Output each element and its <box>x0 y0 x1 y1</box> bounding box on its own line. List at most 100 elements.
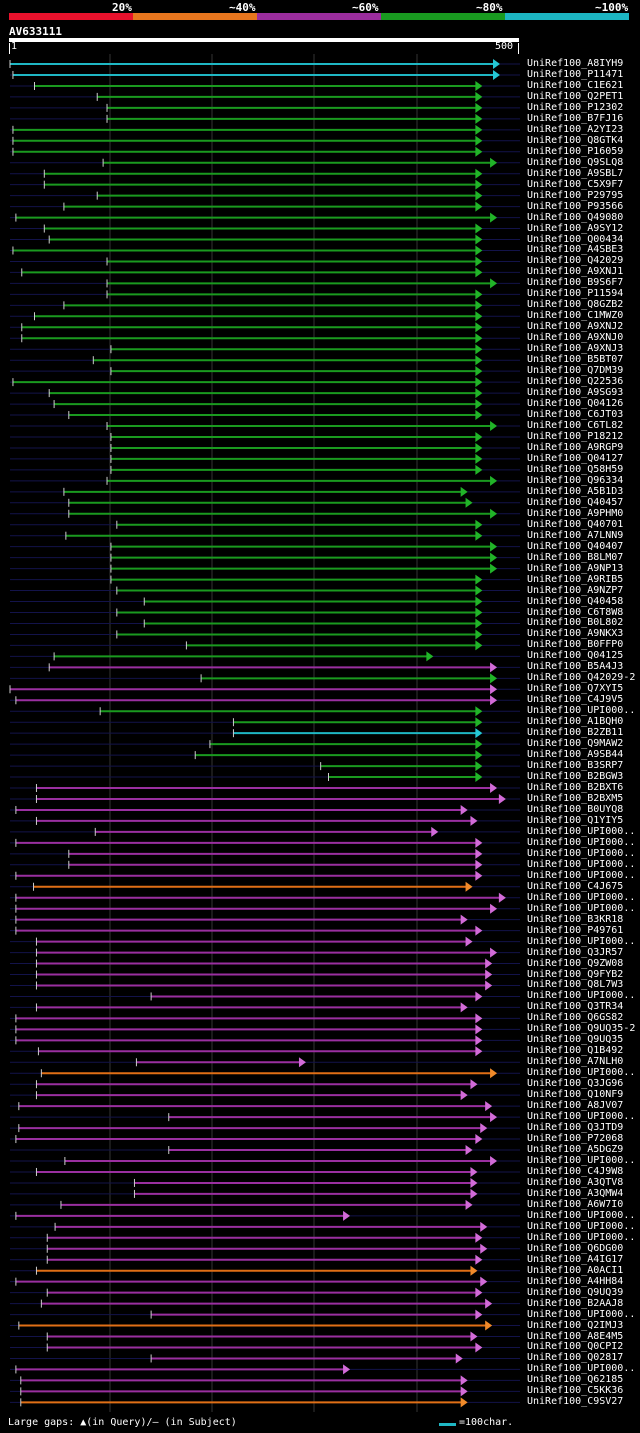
hit-label[interactable]: UniRef100_A9PHM0 <box>527 507 624 519</box>
hit-label[interactable]: UniRef100_Q2PET1 <box>527 90 624 102</box>
hit-label[interactable]: UniRef100_B2BXT6 <box>527 782 624 794</box>
hit-label[interactable]: UniRef100_Q8GTK4 <box>527 134 624 146</box>
hit-label[interactable]: UniRef100_A5DGZ9 <box>527 1144 624 1156</box>
hit-label[interactable]: UniRef100_C1MWZ0 <box>527 310 624 322</box>
hit-label[interactable]: UniRef100_UPI000.. <box>527 891 636 903</box>
hit-label[interactable]: UniRef100_C1E621 <box>527 79 624 91</box>
hit-label[interactable]: UniRef100_UPI000.. <box>527 1363 636 1375</box>
hit-label[interactable]: UniRef100_B0UYQ8 <box>527 803 624 815</box>
hit-label[interactable]: UniRef100_A1BQH0 <box>527 716 624 728</box>
hit-label[interactable]: UniRef100_Q3JG96 <box>527 1078 624 1090</box>
hit-label[interactable]: UniRef100_UPI000.. <box>527 1231 636 1243</box>
hit-label[interactable]: UniRef100_UPI000.. <box>527 705 636 717</box>
hit-label[interactable]: UniRef100_C9SV27 <box>527 1396 624 1408</box>
hit-label[interactable]: UniRef100_Q40407 <box>527 540 624 552</box>
hit-label[interactable]: UniRef100_P29795 <box>527 189 624 201</box>
hit-label[interactable]: UniRef100_B2ZB11 <box>527 727 624 739</box>
hit-label[interactable]: UniRef100_B7FJ16 <box>527 112 624 124</box>
hit-label[interactable]: UniRef100_Q9SLQ8 <box>527 156 624 168</box>
hit-label[interactable]: UniRef100_B3KR18 <box>527 913 624 925</box>
hit-label[interactable]: UniRef100_P16059 <box>527 145 624 157</box>
hit-label[interactable]: UniRef100_P93566 <box>527 200 624 212</box>
hit-label[interactable]: UniRef100_B2BXM5 <box>527 792 624 804</box>
hit-label[interactable]: UniRef100_Q49080 <box>527 211 624 223</box>
hit-label[interactable]: UniRef100_Q9UQ35-2 <box>527 1023 636 1035</box>
hit-label[interactable]: UniRef100_B0L802 <box>527 617 624 629</box>
hit-label[interactable]: UniRef100_A9XNJ1 <box>527 266 624 278</box>
hit-label[interactable]: UniRef100_Q02817 <box>527 1352 624 1364</box>
hit-label[interactable]: UniRef100_Q9UQ39 <box>527 1286 624 1298</box>
hit-label[interactable]: UniRef100_Q58H59 <box>527 463 624 475</box>
hit-label[interactable]: UniRef100_P11471 <box>527 68 624 80</box>
hit-label[interactable]: UniRef100_A6W7I0 <box>527 1198 624 1210</box>
hit-label[interactable]: UniRef100_Q6DG00 <box>527 1242 624 1254</box>
hit-label[interactable]: UniRef100_A0ACI1 <box>527 1264 624 1276</box>
hit-label[interactable]: UniRef100_A8JV07 <box>527 1100 624 1112</box>
hit-label[interactable]: UniRef100_A9NZP7 <box>527 584 624 596</box>
hit-label[interactable]: UniRef100_Q9MAW2 <box>527 738 624 750</box>
hit-label[interactable]: UniRef100_C6T8W8 <box>527 606 624 618</box>
hit-label[interactable]: UniRef100_Q9UQ35 <box>527 1034 624 1046</box>
hit-label[interactable]: UniRef100_B2AAJ8 <box>527 1297 624 1309</box>
hit-label[interactable]: UniRef100_Q1YIY5 <box>527 814 624 826</box>
hit-label[interactable]: UniRef100_Q3JTD9 <box>527 1122 624 1134</box>
hit-label[interactable]: UniRef100_Q40701 <box>527 518 624 530</box>
hit-label[interactable]: UniRef100_Q42029 <box>527 255 624 267</box>
hit-label[interactable]: UniRef100_A9NKX3 <box>527 628 624 640</box>
hit-label[interactable]: UniRef100_Q7XYI5 <box>527 683 624 695</box>
hit-label[interactable]: UniRef100_B9S6F7 <box>527 277 624 289</box>
hit-label[interactable]: UniRef100_Q42029-2 <box>527 672 636 684</box>
hit-label[interactable]: UniRef100_P12302 <box>527 101 624 113</box>
hit-label[interactable]: UniRef100_Q04127 <box>527 452 624 464</box>
hit-label[interactable]: UniRef100_A4IG17 <box>527 1253 624 1265</box>
hit-label[interactable]: UniRef100_C6TL82 <box>527 420 624 431</box>
hit-label[interactable]: UniRef100_Q9FYB2 <box>527 968 624 980</box>
hit-label[interactable]: UniRef100_UPI000.. <box>527 935 636 947</box>
hit-label[interactable]: UniRef100_A9SY12 <box>527 222 624 234</box>
hit-label[interactable]: UniRef100_B8LM07 <box>527 551 624 563</box>
hit-label[interactable]: UniRef100_A7LNN9 <box>527 529 624 541</box>
hit-label[interactable]: UniRef100_C4J9W8 <box>527 1165 624 1177</box>
hit-label[interactable]: UniRef100_A2YI23 <box>527 123 624 135</box>
hit-label[interactable]: UniRef100_Q62185 <box>527 1374 624 1386</box>
hit-label[interactable]: UniRef100_C6JT03 <box>527 409 624 421</box>
hit-label[interactable]: UniRef100_Q40457 <box>527 496 624 508</box>
hit-label[interactable]: UniRef100_A9XNJ0 <box>527 332 624 344</box>
hit-label[interactable]: UniRef100_Q8L7W3 <box>527 979 624 991</box>
hit-label[interactable]: UniRef100_Q00434 <box>527 233 624 245</box>
hit-label[interactable]: UniRef100_UPI000.. <box>527 869 636 881</box>
hit-label[interactable]: UniRef100_A9RGP9 <box>527 441 624 453</box>
hit-label[interactable]: UniRef100_A8E4M5 <box>527 1330 624 1342</box>
hit-label[interactable]: UniRef100_B0FFP0 <box>527 639 624 651</box>
hit-label[interactable]: UniRef100_UPI000.. <box>527 847 636 859</box>
hit-label[interactable]: UniRef100_Q3TR34 <box>527 1001 624 1013</box>
hit-label[interactable]: UniRef100_C4J9V5 <box>527 694 624 706</box>
hit-label[interactable]: UniRef100_B2BGW3 <box>527 771 624 783</box>
hit-label[interactable]: UniRef100_Q22536 <box>527 376 624 388</box>
hit-label[interactable]: UniRef100_A9SB44 <box>527 749 624 761</box>
hit-label[interactable]: UniRef100_A9SBL7 <box>527 167 624 179</box>
hit-label[interactable]: UniRef100_A9RIB5 <box>527 573 624 585</box>
hit-label[interactable]: UniRef100_Q0CPI2 <box>527 1341 624 1353</box>
hit-label[interactable]: UniRef100_Q96334 <box>527 474 624 486</box>
hit-label[interactable]: UniRef100_A3QTV8 <box>527 1176 624 1188</box>
hit-label[interactable]: UniRef100_UPI000.. <box>527 1209 636 1221</box>
hit-label[interactable]: UniRef100_C5KK36 <box>527 1385 624 1397</box>
hit-label[interactable]: UniRef100_UPI000.. <box>527 1220 636 1232</box>
hit-label[interactable]: UniRef100_Q3JR57 <box>527 946 624 958</box>
hit-label[interactable]: UniRef100_A9XNJ3 <box>527 343 624 355</box>
hit-label[interactable]: UniRef100_A5B1D3 <box>527 485 624 497</box>
hit-label[interactable]: UniRef100_Q10NF9 <box>527 1089 624 1101</box>
hit-label[interactable]: UniRef100_P11594 <box>527 288 624 300</box>
hit-label[interactable]: UniRef100_UPI000.. <box>527 1308 636 1320</box>
hit-label[interactable]: UniRef100_A3QMW4 <box>527 1187 624 1199</box>
hit-label[interactable]: UniRef100_C4J675 <box>527 880 624 892</box>
hit-label[interactable]: UniRef100_UPI000.. <box>527 858 636 870</box>
hit-label[interactable]: UniRef100_A9XNJ2 <box>527 321 624 333</box>
hit-label[interactable]: UniRef100_A4HH84 <box>527 1275 624 1287</box>
hit-label[interactable]: UniRef100_UPI000.. <box>527 836 636 848</box>
hit-label[interactable]: UniRef100_A4SBE3 <box>527 244 624 256</box>
hit-label[interactable]: UniRef100_A7NLH0 <box>527 1056 624 1068</box>
hit-label[interactable]: UniRef100_P49761 <box>527 924 624 936</box>
hit-label[interactable]: UniRef100_P18212 <box>527 430 624 442</box>
